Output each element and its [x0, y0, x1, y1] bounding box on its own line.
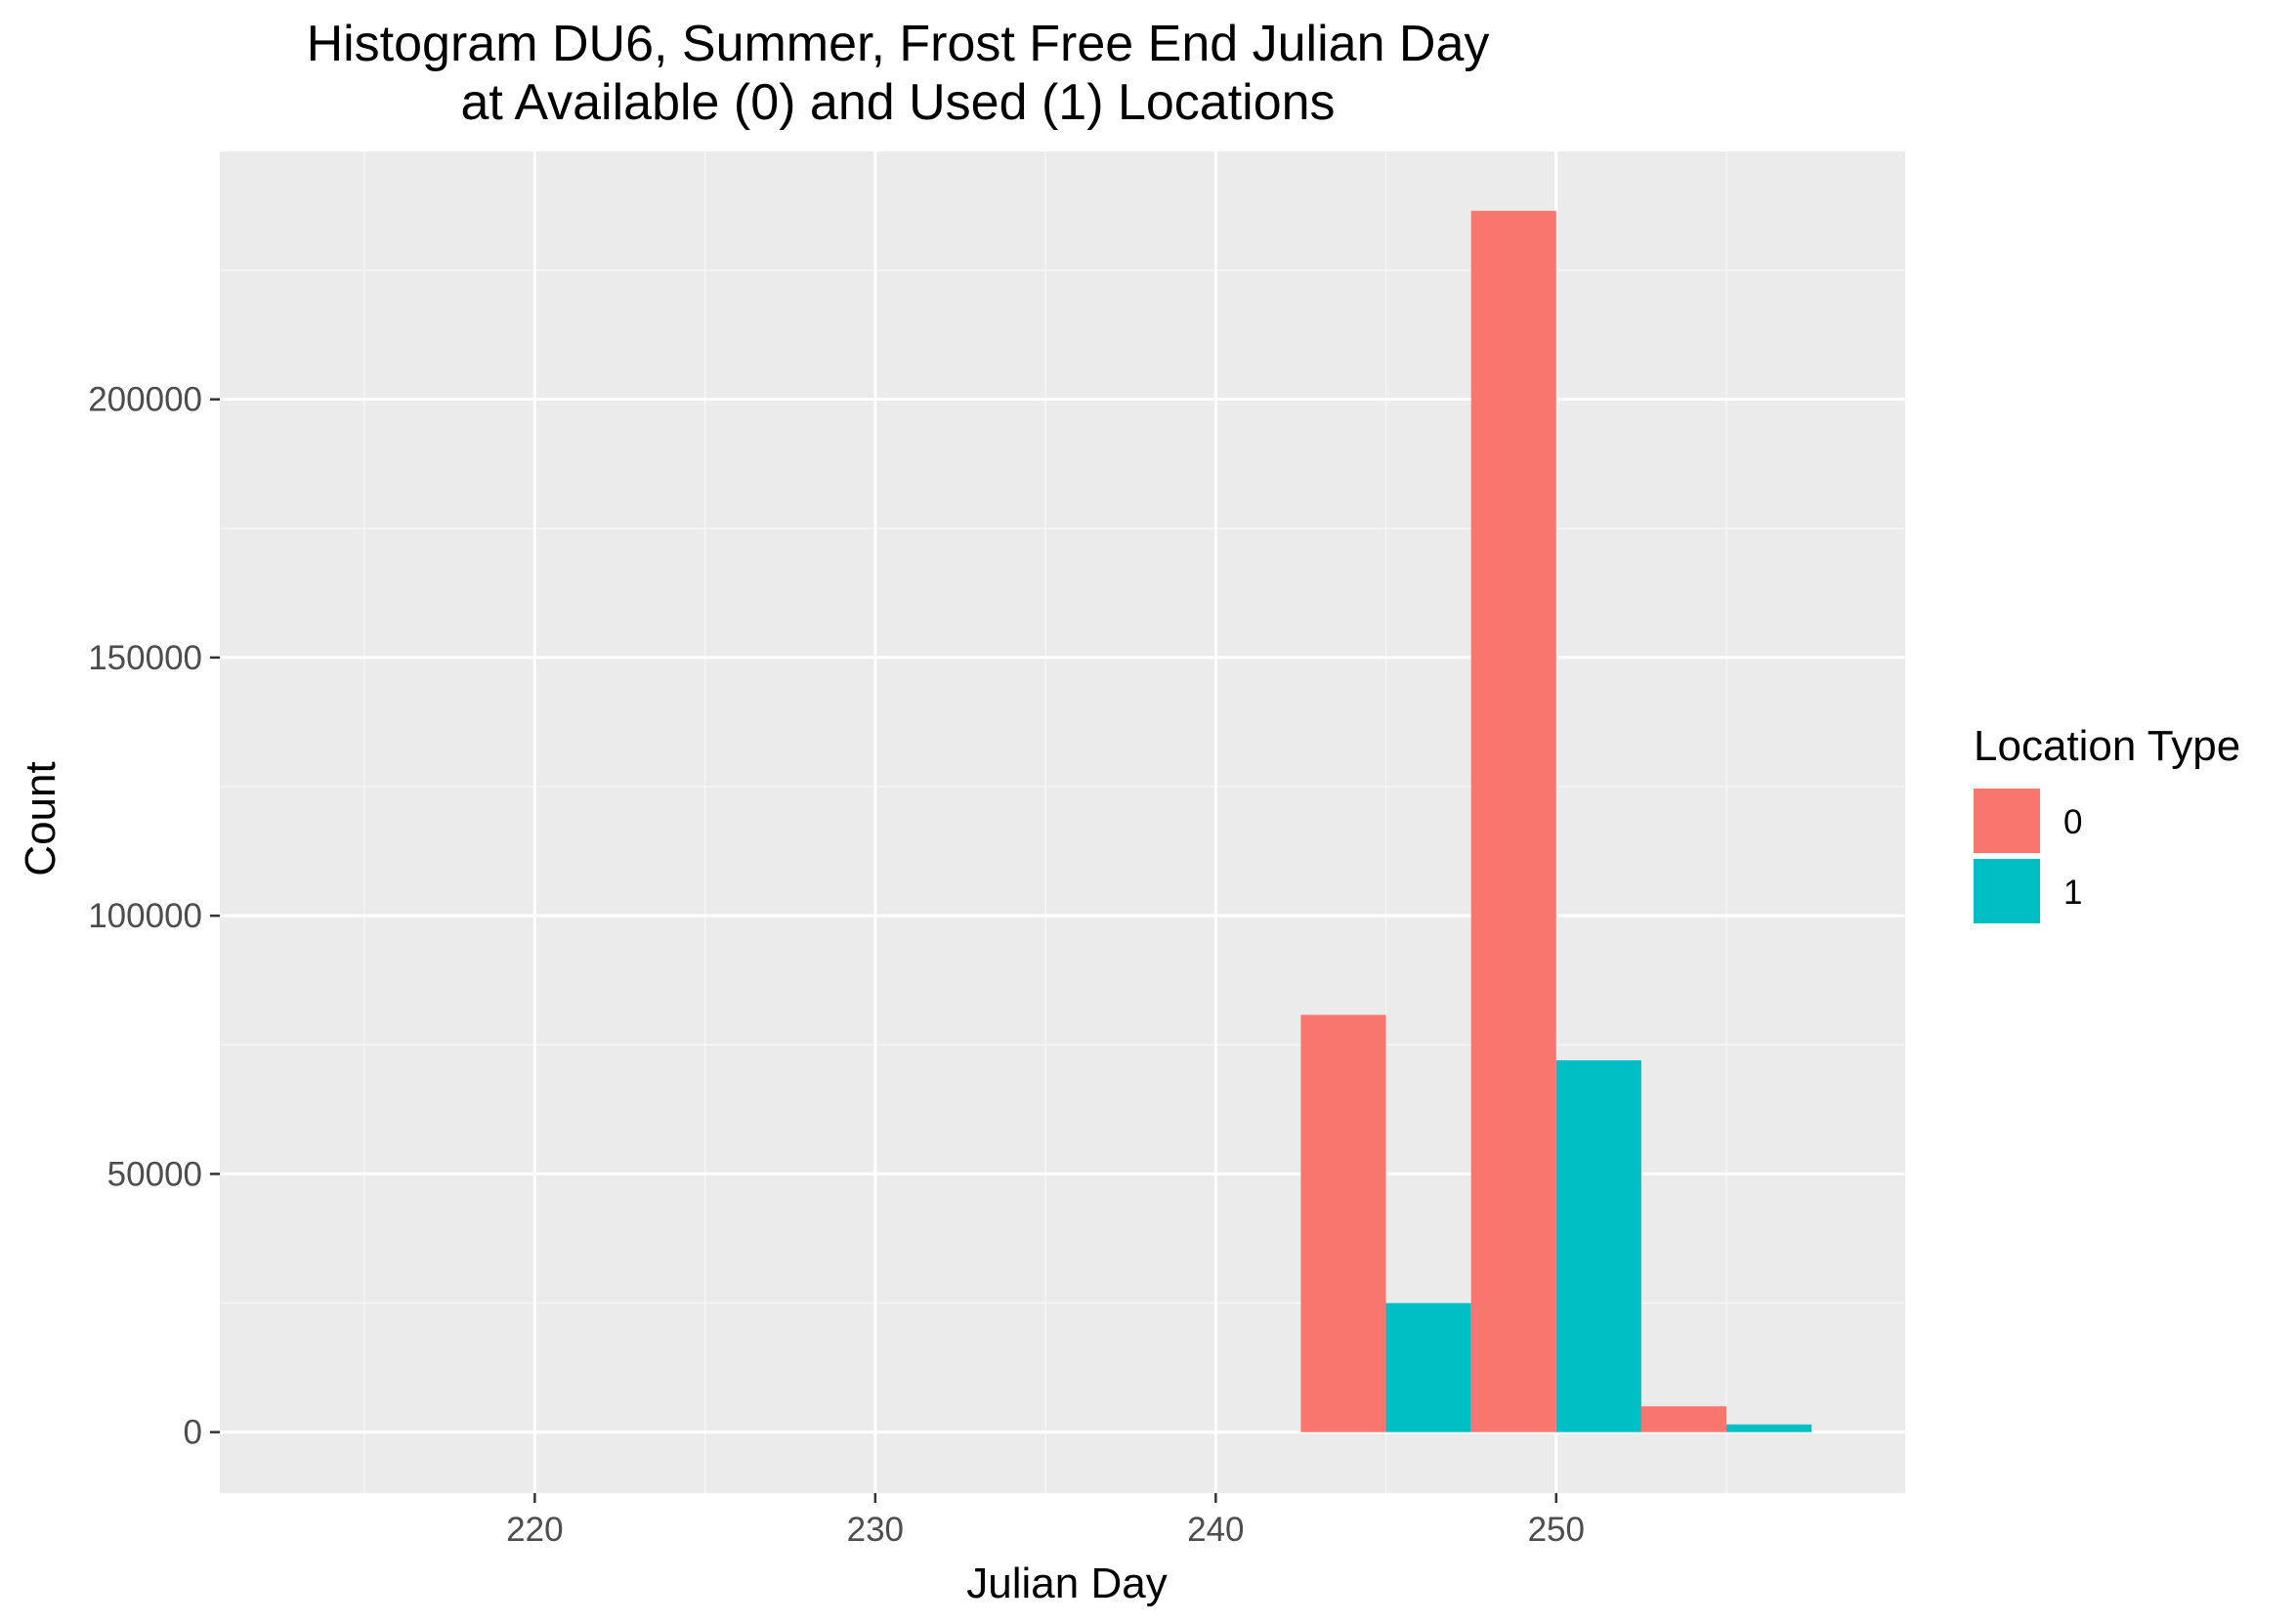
legend-label-1: 1 [2063, 874, 2082, 912]
x-axis-title: Julian Day [966, 1560, 1167, 1607]
histogram-bar-series-1 [1555, 1060, 1641, 1432]
y-tick-label: 100000 [88, 897, 202, 935]
x-tick-label: 220 [506, 1511, 563, 1549]
x-tick-label: 250 [1528, 1511, 1585, 1549]
x-axis-ticks: 220 230 240 250 [506, 1493, 1585, 1549]
legend-title: Location Type [1974, 722, 2240, 770]
legend-key-1 [1974, 859, 2040, 923]
legend-label-0: 0 [2063, 803, 2082, 841]
legend: Location Type 0 1 [1974, 722, 2240, 923]
histogram-bar-series-1 [1385, 1303, 1471, 1432]
x-tick-label: 240 [1187, 1511, 1244, 1549]
y-tick-label: 150000 [88, 639, 202, 677]
histogram-bar-series-0 [1470, 210, 1556, 1432]
bars [1300, 210, 1812, 1432]
y-tick-label: 200000 [88, 381, 202, 419]
panel-background [220, 151, 1905, 1493]
chart-title-line-1: Histogram DU6, Summer, Frost Free End Ju… [307, 16, 1490, 72]
histogram-bar-series-0 [1300, 1014, 1386, 1432]
plot-panel [220, 151, 1905, 1493]
y-tick-label: 0 [184, 1414, 202, 1452]
legend-key-0 [1974, 789, 2040, 853]
histogram-bar-series-0 [1640, 1406, 1727, 1432]
y-axis-title: Count [17, 761, 64, 876]
chart-title-line-2: at Available (0) and Used (1) Locations [460, 74, 1335, 131]
y-tick-label: 50000 [107, 1155, 202, 1193]
histogram-bar-series-1 [1726, 1424, 1812, 1432]
y-axis-ticks: 0 50000 100000 150000 200000 [88, 381, 220, 1452]
x-tick-label: 230 [847, 1511, 904, 1549]
